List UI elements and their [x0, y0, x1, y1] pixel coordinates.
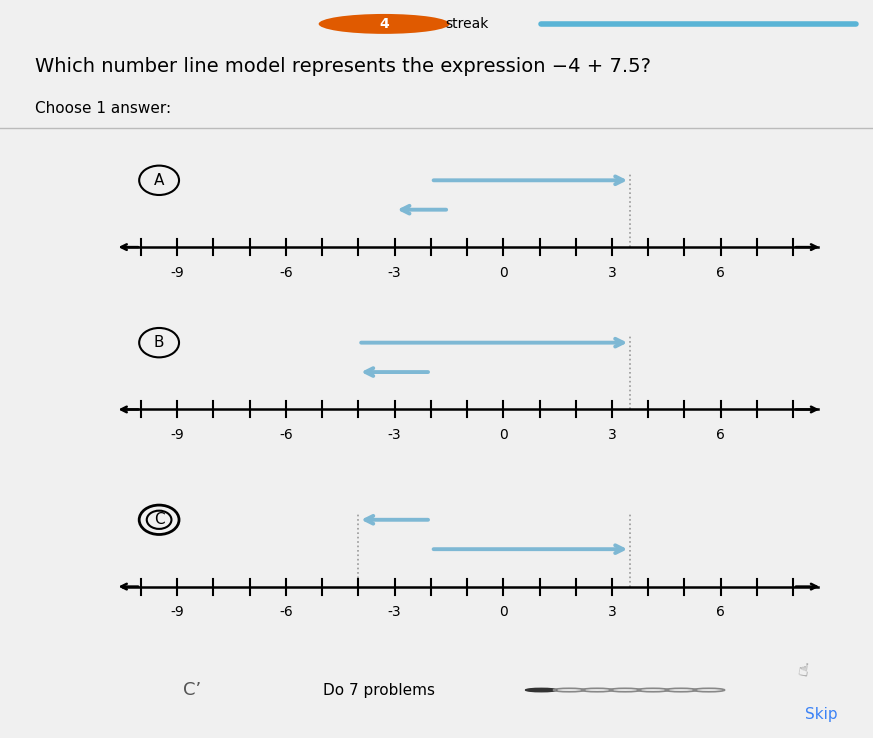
Text: -9: -9 [170, 428, 184, 442]
Text: -6: -6 [279, 428, 292, 442]
Text: 3: 3 [608, 428, 616, 442]
Text: 0: 0 [498, 605, 508, 619]
Text: Which number line model represents the expression −4 + 7.5?: Which number line model represents the e… [35, 57, 651, 76]
Text: ☝: ☝ [796, 661, 810, 680]
Text: 6: 6 [716, 428, 725, 442]
Text: -3: -3 [388, 605, 402, 619]
Text: -3: -3 [388, 428, 402, 442]
Text: 0: 0 [498, 266, 508, 280]
Circle shape [319, 14, 450, 34]
Text: 3: 3 [608, 605, 616, 619]
Text: 6: 6 [716, 266, 725, 280]
Circle shape [526, 689, 557, 692]
Text: -9: -9 [170, 605, 184, 619]
Text: 3: 3 [608, 266, 616, 280]
Text: A: A [154, 173, 164, 187]
Text: 4: 4 [379, 17, 389, 31]
Text: -6: -6 [279, 266, 292, 280]
Text: Do 7 problems: Do 7 problems [323, 683, 435, 697]
Text: Choose 1 answer:: Choose 1 answer: [35, 101, 171, 117]
Text: -6: -6 [279, 605, 292, 619]
Text: -3: -3 [388, 266, 402, 280]
Text: B: B [154, 335, 164, 350]
Text: C: C [154, 512, 164, 527]
Text: Skip: Skip [806, 706, 838, 722]
Text: 6: 6 [716, 605, 725, 619]
Text: streak: streak [445, 17, 489, 31]
Text: -9: -9 [170, 266, 184, 280]
Text: 0: 0 [498, 428, 508, 442]
Text: C’: C’ [183, 681, 201, 699]
